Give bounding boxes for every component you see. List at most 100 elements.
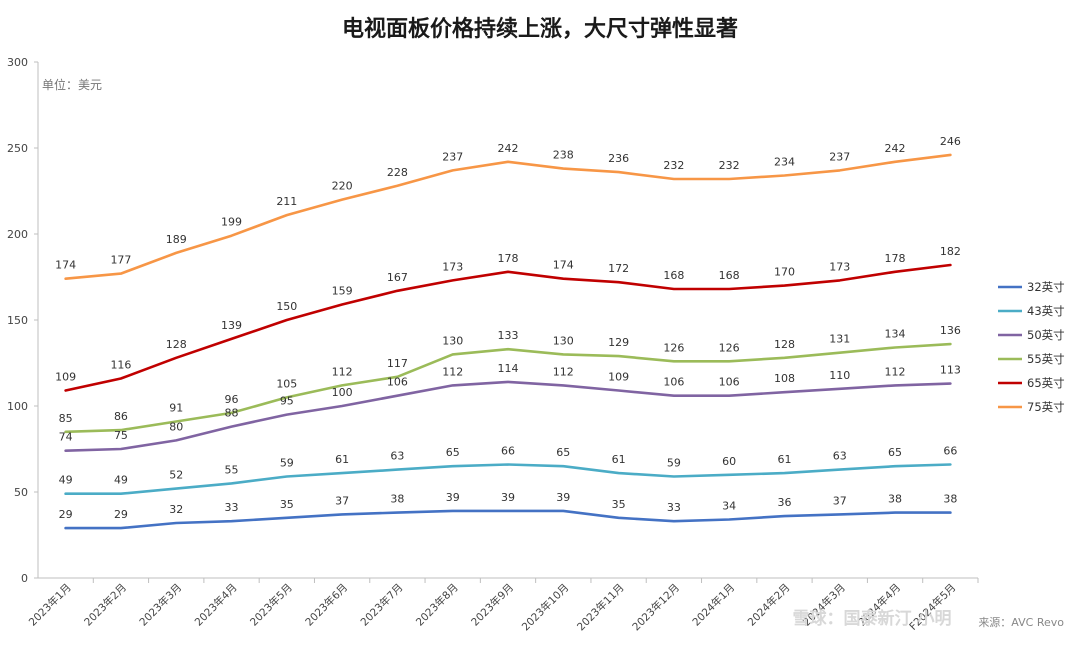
legend-label: 75英寸 bbox=[1027, 400, 1065, 414]
x-tick-label: 2023年6月 bbox=[303, 581, 351, 629]
data-label: 29 bbox=[114, 508, 128, 521]
data-label: 232 bbox=[719, 159, 740, 172]
data-label: 37 bbox=[833, 494, 847, 507]
data-label: 172 bbox=[608, 262, 629, 275]
series-line bbox=[64, 463, 952, 496]
data-label: 168 bbox=[719, 269, 740, 282]
y-tick-label: 150 bbox=[7, 314, 28, 327]
watermark-text: 雪球：国泰新汀 小明 bbox=[793, 608, 952, 629]
unit-label: 单位：美元 bbox=[42, 77, 102, 92]
data-label: 199 bbox=[221, 216, 242, 229]
data-label: 95 bbox=[280, 395, 294, 408]
data-label: 38 bbox=[390, 493, 404, 506]
data-label: 75 bbox=[114, 429, 128, 442]
y-tick-label: 0 bbox=[21, 572, 28, 585]
data-label: 33 bbox=[225, 501, 239, 514]
data-label: 117 bbox=[387, 357, 408, 370]
data-label: 112 bbox=[332, 365, 353, 378]
x-tick-label: 2023年8月 bbox=[413, 581, 461, 629]
data-label: 59 bbox=[667, 457, 681, 470]
source-note: 来源：AVC Revo bbox=[978, 615, 1064, 629]
y-tick-label: 200 bbox=[7, 228, 28, 241]
data-label: 91 bbox=[169, 401, 183, 414]
data-label: 61 bbox=[612, 453, 626, 466]
data-label: 74 bbox=[59, 431, 73, 444]
data-label: 39 bbox=[446, 491, 460, 504]
data-label: 100 bbox=[332, 386, 353, 399]
data-label: 33 bbox=[667, 501, 681, 514]
data-label: 246 bbox=[940, 135, 961, 148]
data-label: 173 bbox=[829, 260, 850, 273]
chart-title: 电视面板价格持续上涨，大尺寸弹性显著 bbox=[342, 16, 738, 42]
data-label: 112 bbox=[553, 365, 574, 378]
data-label: 96 bbox=[225, 393, 239, 406]
data-label: 114 bbox=[498, 362, 519, 375]
data-label: 61 bbox=[335, 453, 349, 466]
data-label: 112 bbox=[442, 365, 463, 378]
data-label: 173 bbox=[442, 260, 463, 273]
x-tick-label: 2024年1月 bbox=[690, 581, 738, 629]
data-label: 178 bbox=[498, 252, 519, 265]
data-label: 139 bbox=[221, 319, 242, 332]
data-label: 49 bbox=[114, 474, 128, 487]
data-label: 52 bbox=[169, 469, 183, 482]
data-label: 88 bbox=[225, 407, 239, 420]
data-label: 66 bbox=[501, 444, 515, 457]
data-label: 134 bbox=[885, 328, 906, 341]
data-label: 109 bbox=[608, 371, 629, 384]
data-label: 237 bbox=[829, 150, 850, 163]
data-label: 113 bbox=[940, 364, 961, 377]
data-label: 126 bbox=[719, 341, 740, 354]
data-label: 38 bbox=[943, 493, 957, 506]
data-labels: 29 29 32 33 35 37 38 39 39 39 35 33 34 36 37 38 38 49 49 52… bbox=[55, 135, 961, 521]
x-tick-label: 2023年11月 bbox=[574, 581, 626, 633]
data-label: 116 bbox=[110, 358, 131, 371]
x-tick-label: 2023年7月 bbox=[358, 581, 406, 629]
data-label: 220 bbox=[332, 180, 353, 193]
data-label: 38 bbox=[888, 493, 902, 506]
data-label: 106 bbox=[663, 376, 684, 389]
x-tick-label: 2024年2月 bbox=[745, 581, 793, 629]
data-label: 189 bbox=[166, 233, 187, 246]
x-tick-label: 2023年3月 bbox=[137, 581, 185, 629]
data-label: 32 bbox=[169, 503, 183, 516]
data-label: 167 bbox=[387, 271, 408, 284]
data-label: 242 bbox=[498, 142, 519, 155]
y-tick-label: 300 bbox=[7, 56, 28, 69]
data-label: 37 bbox=[335, 494, 349, 507]
data-label: 150 bbox=[276, 300, 297, 313]
data-label: 65 bbox=[888, 446, 902, 459]
data-label: 234 bbox=[774, 156, 795, 169]
data-label: 168 bbox=[663, 269, 684, 282]
data-label: 126 bbox=[663, 341, 684, 354]
data-label: 65 bbox=[556, 446, 570, 459]
data-label: 110 bbox=[829, 369, 850, 382]
data-label: 106 bbox=[387, 376, 408, 389]
data-label: 39 bbox=[556, 491, 570, 504]
data-label: 237 bbox=[442, 150, 463, 163]
data-label: 170 bbox=[774, 266, 795, 279]
data-label: 228 bbox=[387, 166, 408, 179]
data-label: 66 bbox=[943, 444, 957, 457]
data-label: 29 bbox=[59, 508, 73, 521]
legend-label: 65英寸 bbox=[1027, 376, 1065, 390]
x-tick-label: 2023年2月 bbox=[81, 581, 129, 629]
data-label: 106 bbox=[719, 376, 740, 389]
x-tick-label: 2023年10月 bbox=[519, 581, 571, 633]
data-label: 242 bbox=[885, 142, 906, 155]
series-line bbox=[64, 342, 952, 434]
data-label: 133 bbox=[498, 329, 519, 342]
data-label: 35 bbox=[280, 498, 294, 511]
x-tick-label: 2023年4月 bbox=[192, 581, 240, 629]
data-label: 129 bbox=[608, 336, 629, 349]
data-label: 36 bbox=[777, 496, 791, 509]
data-label: 236 bbox=[608, 152, 629, 165]
data-label: 60 bbox=[722, 455, 736, 468]
data-label: 182 bbox=[940, 245, 961, 258]
data-label: 232 bbox=[663, 159, 684, 172]
series-line bbox=[64, 153, 952, 281]
data-label: 174 bbox=[553, 259, 574, 272]
series-lines bbox=[64, 153, 952, 530]
